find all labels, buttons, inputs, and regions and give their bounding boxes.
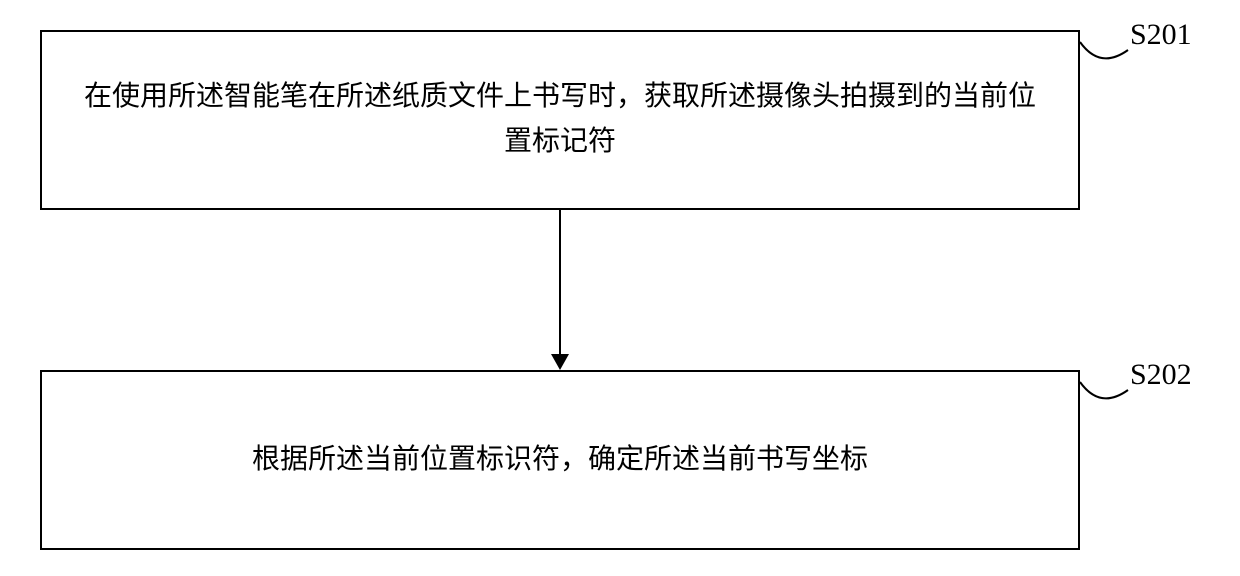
label-curve-s202-path xyxy=(1080,382,1128,398)
label-curve-s201 xyxy=(0,0,1240,576)
label-curve-s201-path xyxy=(1080,42,1128,58)
